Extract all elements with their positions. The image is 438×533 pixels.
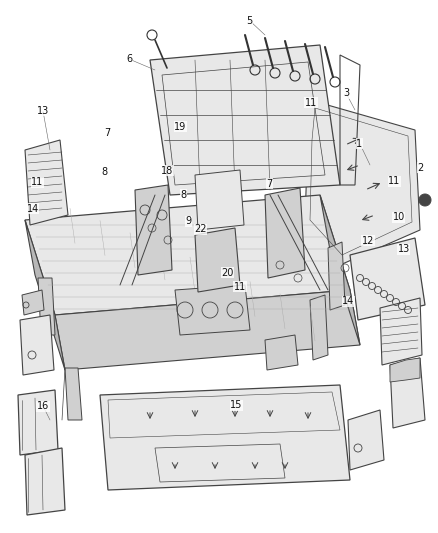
Polygon shape [65,368,82,420]
Text: 18: 18 [161,166,173,175]
Text: 2: 2 [417,163,424,173]
Polygon shape [18,390,58,455]
Polygon shape [55,290,360,370]
Text: 13: 13 [398,245,410,254]
Text: 20: 20 [222,268,234,278]
Polygon shape [25,448,65,515]
Polygon shape [25,195,350,315]
Polygon shape [328,242,345,310]
Text: 15: 15 [230,400,243,410]
Polygon shape [390,358,420,382]
Text: 8: 8 [180,190,186,199]
Polygon shape [195,228,240,292]
Text: 3: 3 [343,88,349,98]
Polygon shape [305,100,420,265]
Polygon shape [380,298,422,365]
Polygon shape [320,195,360,345]
Polygon shape [310,295,328,360]
Polygon shape [348,410,384,470]
Text: 14: 14 [27,204,39,214]
Circle shape [419,194,431,206]
Polygon shape [100,385,350,490]
Text: 22: 22 [194,224,207,234]
Polygon shape [195,170,244,230]
Text: 9: 9 [185,216,191,226]
Text: 10: 10 [392,213,405,222]
Text: 13: 13 [37,106,49,116]
Text: 14: 14 [342,296,354,306]
Polygon shape [135,185,172,275]
Text: 19: 19 [174,122,187,132]
Polygon shape [25,220,65,370]
Text: 12: 12 [362,236,374,246]
Text: 5: 5 [247,17,253,26]
Text: 6: 6 [126,54,132,63]
Polygon shape [390,358,425,428]
Text: 11: 11 [305,98,317,108]
Polygon shape [265,335,298,370]
Text: 11: 11 [31,177,43,187]
Polygon shape [265,188,305,278]
Text: 11: 11 [388,176,400,186]
Text: 7: 7 [266,179,272,189]
Text: 16: 16 [37,401,49,411]
Text: 7: 7 [104,128,110,138]
Polygon shape [25,140,68,225]
Polygon shape [20,315,54,375]
Polygon shape [38,278,55,335]
Polygon shape [150,45,340,195]
Text: 8: 8 [101,167,107,176]
Polygon shape [22,290,44,315]
Polygon shape [175,285,250,335]
Text: 11: 11 [234,282,246,292]
Polygon shape [155,444,285,482]
Text: 1: 1 [356,139,362,149]
Polygon shape [350,238,425,320]
